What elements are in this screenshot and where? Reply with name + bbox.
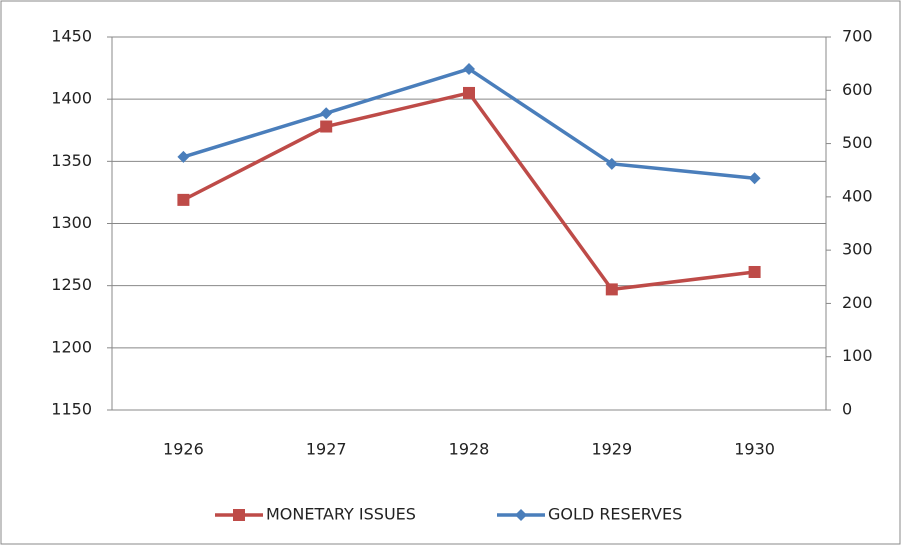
x-tick-label: 1927 <box>306 440 347 459</box>
y2-tick-label: 0 <box>842 400 852 419</box>
y2-tick-label: 600 <box>842 80 873 99</box>
x-tick-label: 1929 <box>591 440 632 459</box>
y2-tick-label: 400 <box>842 186 873 205</box>
data-point <box>320 107 333 120</box>
y2-tick-label: 500 <box>842 133 873 152</box>
x-tick-label: 1930 <box>734 440 775 459</box>
x-tick-label: 1926 <box>163 440 204 459</box>
data-point <box>605 283 618 296</box>
data-point <box>605 157 618 170</box>
data-point <box>177 150 190 163</box>
data-point <box>320 120 333 133</box>
y-tick-label: 1250 <box>51 275 92 294</box>
y2-tick-label: 300 <box>842 240 873 259</box>
y-tick-label: 1300 <box>51 213 92 232</box>
data-point <box>748 265 761 278</box>
y2-tick-label: 200 <box>842 293 873 312</box>
data-point <box>463 62 475 75</box>
legend-label: GOLD RESERVES <box>548 505 682 524</box>
legend-label: MONETARY ISSUES <box>266 505 416 524</box>
y2-tick-label: 700 <box>842 27 873 46</box>
data-point <box>748 172 761 185</box>
legend-marker <box>233 509 245 521</box>
y-tick-label: 1350 <box>51 151 92 170</box>
y-tick-label: 1200 <box>51 337 92 356</box>
y-tick-label: 1400 <box>51 89 92 108</box>
y-tick-label: 1150 <box>51 400 92 419</box>
legend-marker <box>515 509 527 521</box>
x-tick-label: 1928 <box>449 440 490 459</box>
data-point <box>463 86 475 99</box>
y2-tick-label: 100 <box>842 346 873 365</box>
y-tick-label: 1450 <box>51 27 92 46</box>
data-point <box>177 193 190 206</box>
